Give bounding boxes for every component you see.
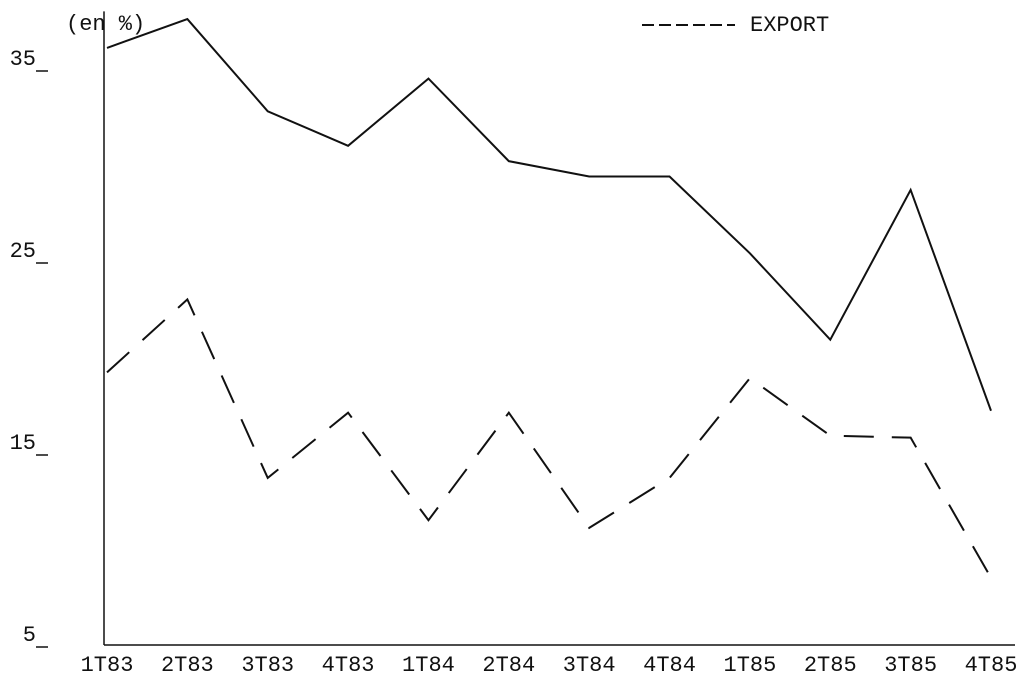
x-tick-label: 2T83: [161, 653, 214, 673]
x-tick-label: 2T84: [482, 653, 535, 673]
y-tick-label: 15: [10, 431, 36, 456]
x-tick-label: 4T85: [965, 653, 1018, 673]
series-line: [106, 17, 992, 412]
legend-label: EXPORT: [750, 13, 829, 38]
series-line: [106, 297, 992, 579]
y-axis-label: (en %): [66, 12, 145, 37]
x-tick-label: 1T85: [724, 653, 777, 673]
x-tick-label: 3T84: [563, 653, 616, 673]
x-tick-label: 2T85: [804, 653, 857, 673]
x-tick-label: 4T84: [643, 653, 696, 673]
y-tick-label: 35: [10, 47, 36, 72]
x-tick-label: 1T84: [402, 653, 455, 673]
y-tick-label: 5: [23, 623, 36, 648]
x-tick-label: 4T83: [322, 653, 375, 673]
x-tick-label: 3T83: [241, 653, 294, 673]
x-tick-label: 1T83: [81, 653, 134, 673]
x-tick-label: 3T85: [884, 653, 937, 673]
y-tick-label: 25: [10, 239, 36, 264]
